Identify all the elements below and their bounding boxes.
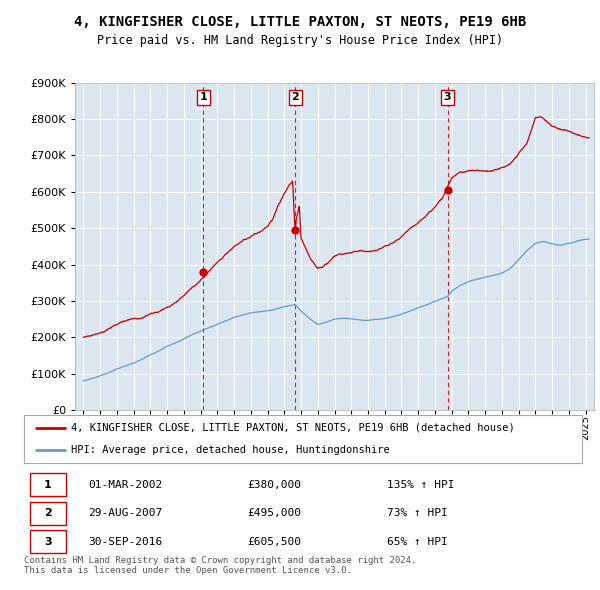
Text: Price paid vs. HM Land Registry's House Price Index (HPI): Price paid vs. HM Land Registry's House …: [97, 34, 503, 47]
Text: £380,000: £380,000: [247, 480, 301, 490]
Text: 2: 2: [292, 93, 299, 102]
Text: 29-AUG-2007: 29-AUG-2007: [88, 509, 163, 518]
Text: 1: 1: [200, 93, 207, 102]
Text: 1: 1: [44, 480, 52, 490]
Text: 4, KINGFISHER CLOSE, LITTLE PAXTON, ST NEOTS, PE19 6HB: 4, KINGFISHER CLOSE, LITTLE PAXTON, ST N…: [74, 15, 526, 29]
Text: £495,000: £495,000: [247, 509, 301, 518]
FancyBboxPatch shape: [29, 502, 66, 525]
Text: HPI: Average price, detached house, Huntingdonshire: HPI: Average price, detached house, Hunt…: [71, 445, 390, 455]
Text: 135% ↑ HPI: 135% ↑ HPI: [387, 480, 454, 490]
Text: 30-SEP-2016: 30-SEP-2016: [88, 537, 163, 546]
FancyBboxPatch shape: [29, 530, 66, 553]
Text: 4, KINGFISHER CLOSE, LITTLE PAXTON, ST NEOTS, PE19 6HB (detached house): 4, KINGFISHER CLOSE, LITTLE PAXTON, ST N…: [71, 423, 515, 433]
Text: 3: 3: [443, 93, 451, 102]
Text: 73% ↑ HPI: 73% ↑ HPI: [387, 509, 448, 518]
Text: 3: 3: [44, 537, 52, 546]
Text: Contains HM Land Registry data © Crown copyright and database right 2024.
This d: Contains HM Land Registry data © Crown c…: [24, 556, 416, 575]
Text: 65% ↑ HPI: 65% ↑ HPI: [387, 537, 448, 546]
Text: 01-MAR-2002: 01-MAR-2002: [88, 480, 163, 490]
Text: 2: 2: [44, 509, 52, 518]
Text: £605,500: £605,500: [247, 537, 301, 546]
FancyBboxPatch shape: [29, 473, 66, 497]
